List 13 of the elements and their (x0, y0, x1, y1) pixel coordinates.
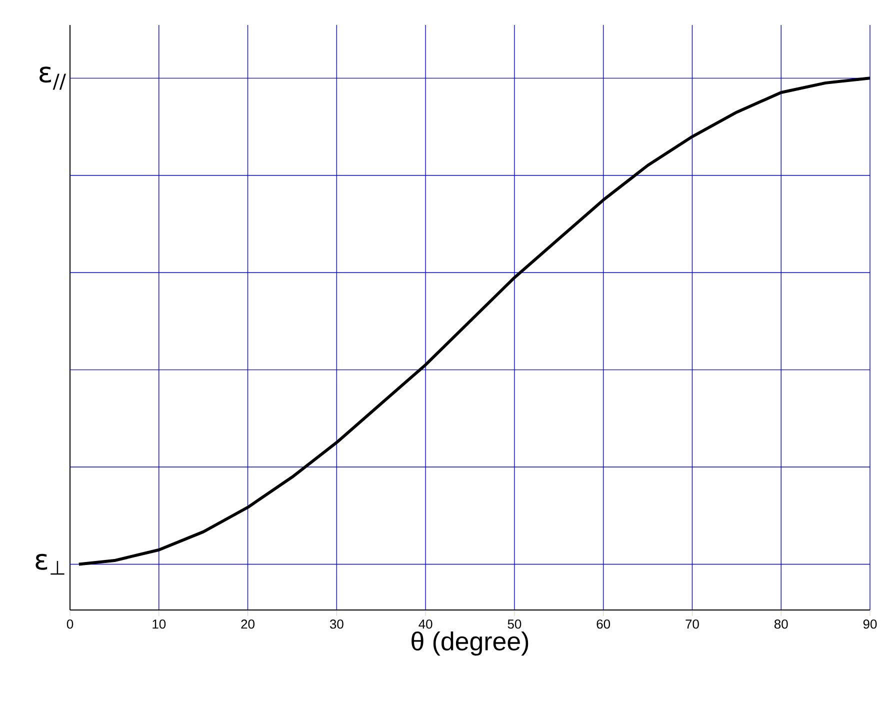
text: ε$_{//}$ (40, 66, 66, 90)
text: ε$_{⊥}$ (36, 554, 64, 575)
x-axis-title: θ (degree) (412, 632, 528, 656)
x-tick-label: 20 (241, 620, 254, 629)
x-tick-label: 70 (686, 620, 699, 629)
x-tick-label: 90 (863, 620, 877, 629)
x-tick-label: 0 (66, 620, 74, 629)
x-tick-label: 40 (418, 620, 432, 629)
x-tick-label: 60 (596, 620, 610, 629)
x-tick-label: 30 (330, 620, 344, 629)
x-tick-label: 10 (152, 620, 166, 629)
x-tick-label: 80 (774, 620, 788, 629)
x-tick-label: 50 (508, 620, 522, 629)
